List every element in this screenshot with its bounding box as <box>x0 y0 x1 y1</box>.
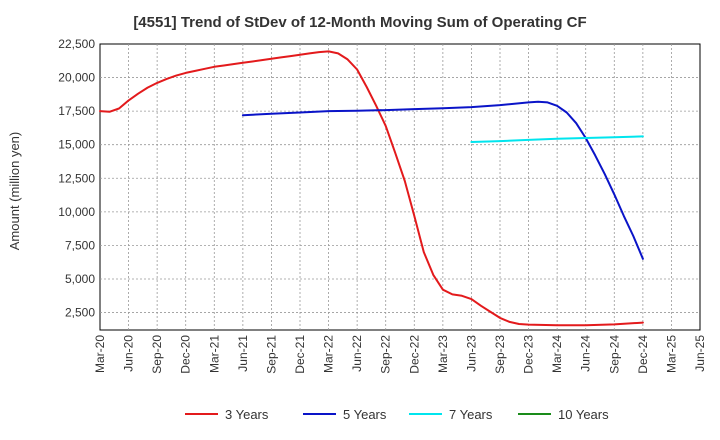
x-tick-label: Sep-23 <box>493 335 507 374</box>
y-tick-label: 2,500 <box>65 306 95 320</box>
y-tick-label: 17,500 <box>58 104 95 118</box>
x-tick-label: Dec-24 <box>636 335 650 374</box>
x-tick-label: Dec-23 <box>522 335 536 374</box>
x-tick-label: Sep-24 <box>607 335 621 374</box>
x-tick-label: Jun-24 <box>579 335 593 372</box>
chart-title: [4551] Trend of StDev of 12-Month Moving… <box>133 14 586 31</box>
x-tick-label: Jun-21 <box>236 335 250 372</box>
y-tick-label: 22,500 <box>58 37 95 51</box>
series-line-7-years <box>470 135 644 143</box>
y-tick-label: 15,000 <box>58 138 95 152</box>
x-tick-label: Dec-20 <box>179 335 193 374</box>
x-tick-label: Sep-22 <box>379 335 393 374</box>
x-tick-label: Mar-25 <box>664 335 678 373</box>
legend-label: 10 Years <box>558 407 609 422</box>
series-line-3-years <box>99 50 644 327</box>
x-tick-label: Jun-20 <box>122 335 136 372</box>
x-tick-label: Dec-21 <box>293 335 307 374</box>
legend-label: 7 Years <box>449 407 493 422</box>
x-tick-label: Sep-21 <box>264 335 278 374</box>
y-axis-label: Amount (million yen) <box>7 132 22 251</box>
plot-area <box>99 43 701 331</box>
x-tick-label: Sep-20 <box>150 335 164 374</box>
series-line-5-years <box>241 100 644 260</box>
x-tick-label: Mar-22 <box>322 335 336 373</box>
y-tick-label: 12,500 <box>58 171 95 185</box>
y-tick-label: 7,500 <box>65 238 95 252</box>
y-tick-label: 20,000 <box>58 71 95 85</box>
legend-label: 5 Years <box>343 407 387 422</box>
x-tick-label: Mar-20 <box>93 335 107 373</box>
legend-label: 3 Years <box>225 407 269 422</box>
x-tick-label: Mar-24 <box>550 335 564 373</box>
x-tick-label: Jun-23 <box>464 335 478 372</box>
x-tick-label: Jun-25 <box>693 335 707 372</box>
legend: 3 Years 5 Years 7 Years 10 Years <box>185 407 609 422</box>
x-tick-label: Mar-23 <box>436 335 450 373</box>
y-tick-label: 10,000 <box>58 205 95 219</box>
x-tick-label: Dec-22 <box>407 335 421 374</box>
x-tick-label: Mar-21 <box>207 335 221 373</box>
y-tick-label: 5,000 <box>65 272 95 286</box>
x-tick-label: Jun-22 <box>350 335 364 372</box>
